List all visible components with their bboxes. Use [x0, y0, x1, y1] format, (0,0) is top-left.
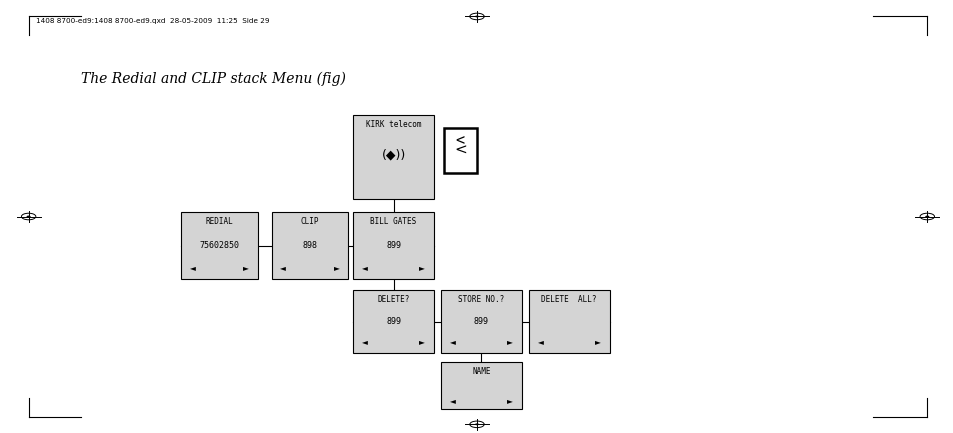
Bar [440, 290, 521, 353]
Bar [353, 290, 434, 353]
Text: 898: 898 [302, 241, 317, 250]
Text: ◄: ◄ [450, 337, 456, 346]
Text: ►: ► [418, 337, 424, 346]
Bar [528, 290, 609, 353]
Text: 899: 899 [474, 317, 488, 326]
Circle shape [27, 216, 30, 217]
Text: ►: ► [594, 337, 599, 346]
Text: (◆)): (◆)) [381, 149, 405, 162]
Text: ►: ► [243, 263, 249, 271]
Text: ◄: ◄ [362, 263, 368, 271]
Text: ◄: ◄ [362, 337, 368, 346]
Text: <: < [456, 133, 464, 148]
Text: CLIP: CLIP [300, 217, 319, 226]
Text: ►: ► [334, 263, 339, 271]
Text: 899: 899 [386, 241, 400, 250]
Text: 1408 8700-ed9:1408 8700-ed9.qxd  28-05-2009  11:25  Side 29: 1408 8700-ed9:1408 8700-ed9.qxd 28-05-20… [36, 18, 270, 24]
Text: ◄: ◄ [280, 263, 286, 271]
Text: ►: ► [506, 337, 512, 346]
Text: NAME: NAME [472, 367, 490, 376]
Bar [353, 115, 434, 199]
Text: ◄: ◄ [450, 396, 456, 405]
Text: ►: ► [418, 263, 424, 271]
Text: DELETE?: DELETE? [377, 295, 409, 304]
Text: The Redial and CLIP stack Menu (fig): The Redial and CLIP stack Menu (fig) [81, 71, 346, 86]
Text: REDIAL: REDIAL [205, 217, 233, 226]
Text: 75602850: 75602850 [199, 241, 239, 250]
Circle shape [475, 16, 478, 17]
Bar [443, 128, 476, 173]
Text: ◄: ◄ [190, 263, 195, 271]
Text: <: < [454, 143, 466, 158]
Circle shape [924, 216, 928, 217]
Circle shape [475, 423, 478, 425]
Text: 29: 29 [468, 390, 485, 404]
Text: ►: ► [506, 396, 512, 405]
Text: ◄: ◄ [537, 337, 543, 346]
Text: DELETE  ALL?: DELETE ALL? [540, 295, 597, 304]
Text: 899: 899 [386, 317, 400, 326]
Text: STORE NO.?: STORE NO.? [457, 295, 504, 304]
Bar [440, 362, 521, 409]
Bar [181, 212, 257, 279]
Text: KIRK telecom: KIRK telecom [365, 120, 421, 129]
Bar [272, 212, 348, 279]
Bar [353, 212, 434, 279]
Text: BILL GATES: BILL GATES [370, 217, 416, 226]
